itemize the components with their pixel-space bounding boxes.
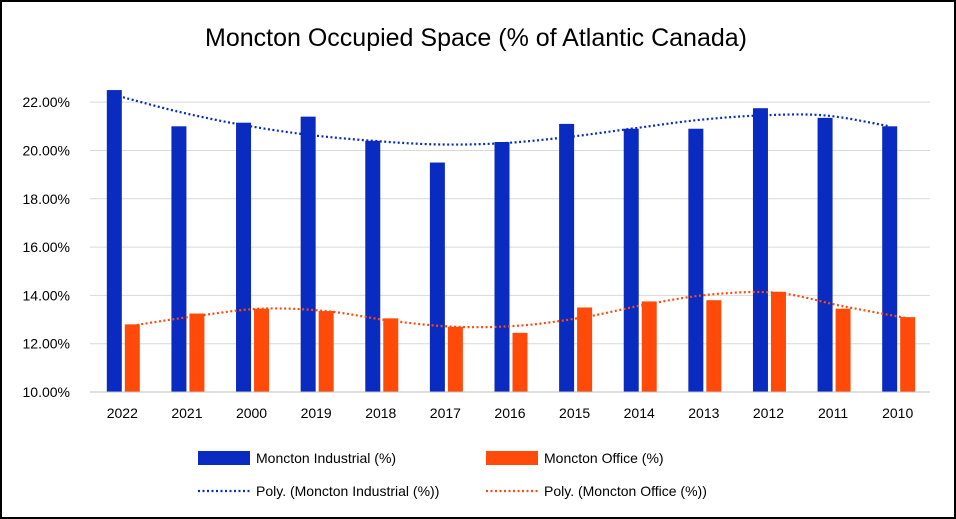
legend-label: Poly. (Moncton Office (%)) (544, 483, 707, 499)
industrial-bar (429, 162, 445, 392)
y-tick-label: 14.00% (23, 287, 70, 303)
x-tick-label: 2013 (688, 405, 719, 421)
grid (90, 101, 930, 393)
industrial-bar (688, 128, 704, 392)
x-tick-label: 2021 (171, 405, 202, 421)
y-tick-label: 18.00% (23, 191, 70, 207)
x-tick-label: 2011 (818, 405, 848, 421)
office-bar (706, 300, 722, 392)
industrial-bar (882, 126, 898, 393)
x-tick-label: 2019 (301, 405, 332, 421)
industrial-bar (171, 126, 187, 393)
industrial-bar (365, 140, 381, 392)
industrial-bar (494, 142, 510, 392)
x-tick-label: 2014 (624, 405, 655, 421)
office-bar (124, 324, 140, 392)
office-bar (641, 301, 657, 392)
office-bar (577, 307, 593, 392)
y-tick-label: 22.00% (23, 94, 70, 110)
industrial-bar (300, 116, 316, 393)
office-bar (447, 326, 463, 392)
x-tick-label: 2000 (236, 405, 267, 421)
trendlines (114, 93, 908, 329)
industrial-bar (559, 123, 575, 393)
x-tick-label: 2018 (365, 405, 396, 421)
chart-title: Moncton Occupied Space (% of Atlantic Ca… (205, 24, 747, 52)
industrial-bar (623, 128, 639, 392)
office-bar (835, 308, 851, 392)
y-tick-label: 16.00% (23, 239, 70, 255)
x-tick-label: 2012 (753, 405, 784, 421)
x-axis-ticks: 2022 2021 2000 2019 2018 2017 2016 2015 2014 2013… (107, 405, 914, 421)
x-tick-label: 2017 (430, 405, 461, 421)
y-tick-label: 20.00% (23, 142, 70, 158)
legend: Moncton Industrial (%) Moncton Office (%)… (198, 450, 707, 499)
bars (106, 90, 916, 393)
office-bar (770, 291, 786, 392)
legend-swatch (486, 451, 538, 465)
office-bar (512, 332, 528, 392)
y-axis-ticks: 10.00% 12.00% 14.00% 16.00% 18.00% 20.00% 22.0… (23, 94, 70, 400)
industrial-bar (752, 108, 768, 392)
industrial-bar (236, 122, 252, 392)
industrial-bar (106, 90, 122, 393)
industrial-trendline (114, 93, 890, 146)
legend-label: Moncton Office (%) (544, 450, 664, 466)
office-bar (254, 308, 270, 392)
x-tick-label: 2015 (559, 405, 590, 421)
legend-label: Poly. (Moncton Industrial (%)) (256, 483, 439, 499)
office-bar (318, 311, 334, 392)
legend-swatch (198, 451, 250, 465)
x-tick-label: 2022 (107, 405, 138, 421)
office-bar (189, 313, 205, 392)
x-tick-label: 2010 (882, 405, 913, 421)
y-tick-label: 10.00% (23, 384, 70, 400)
industrial-bar (817, 117, 833, 392)
x-tick-label: 2016 (494, 405, 525, 421)
office-bar (383, 318, 399, 392)
y-tick-label: 12.00% (23, 336, 70, 352)
office-bar (900, 317, 916, 392)
legend-label: Moncton Industrial (%) (256, 450, 396, 466)
